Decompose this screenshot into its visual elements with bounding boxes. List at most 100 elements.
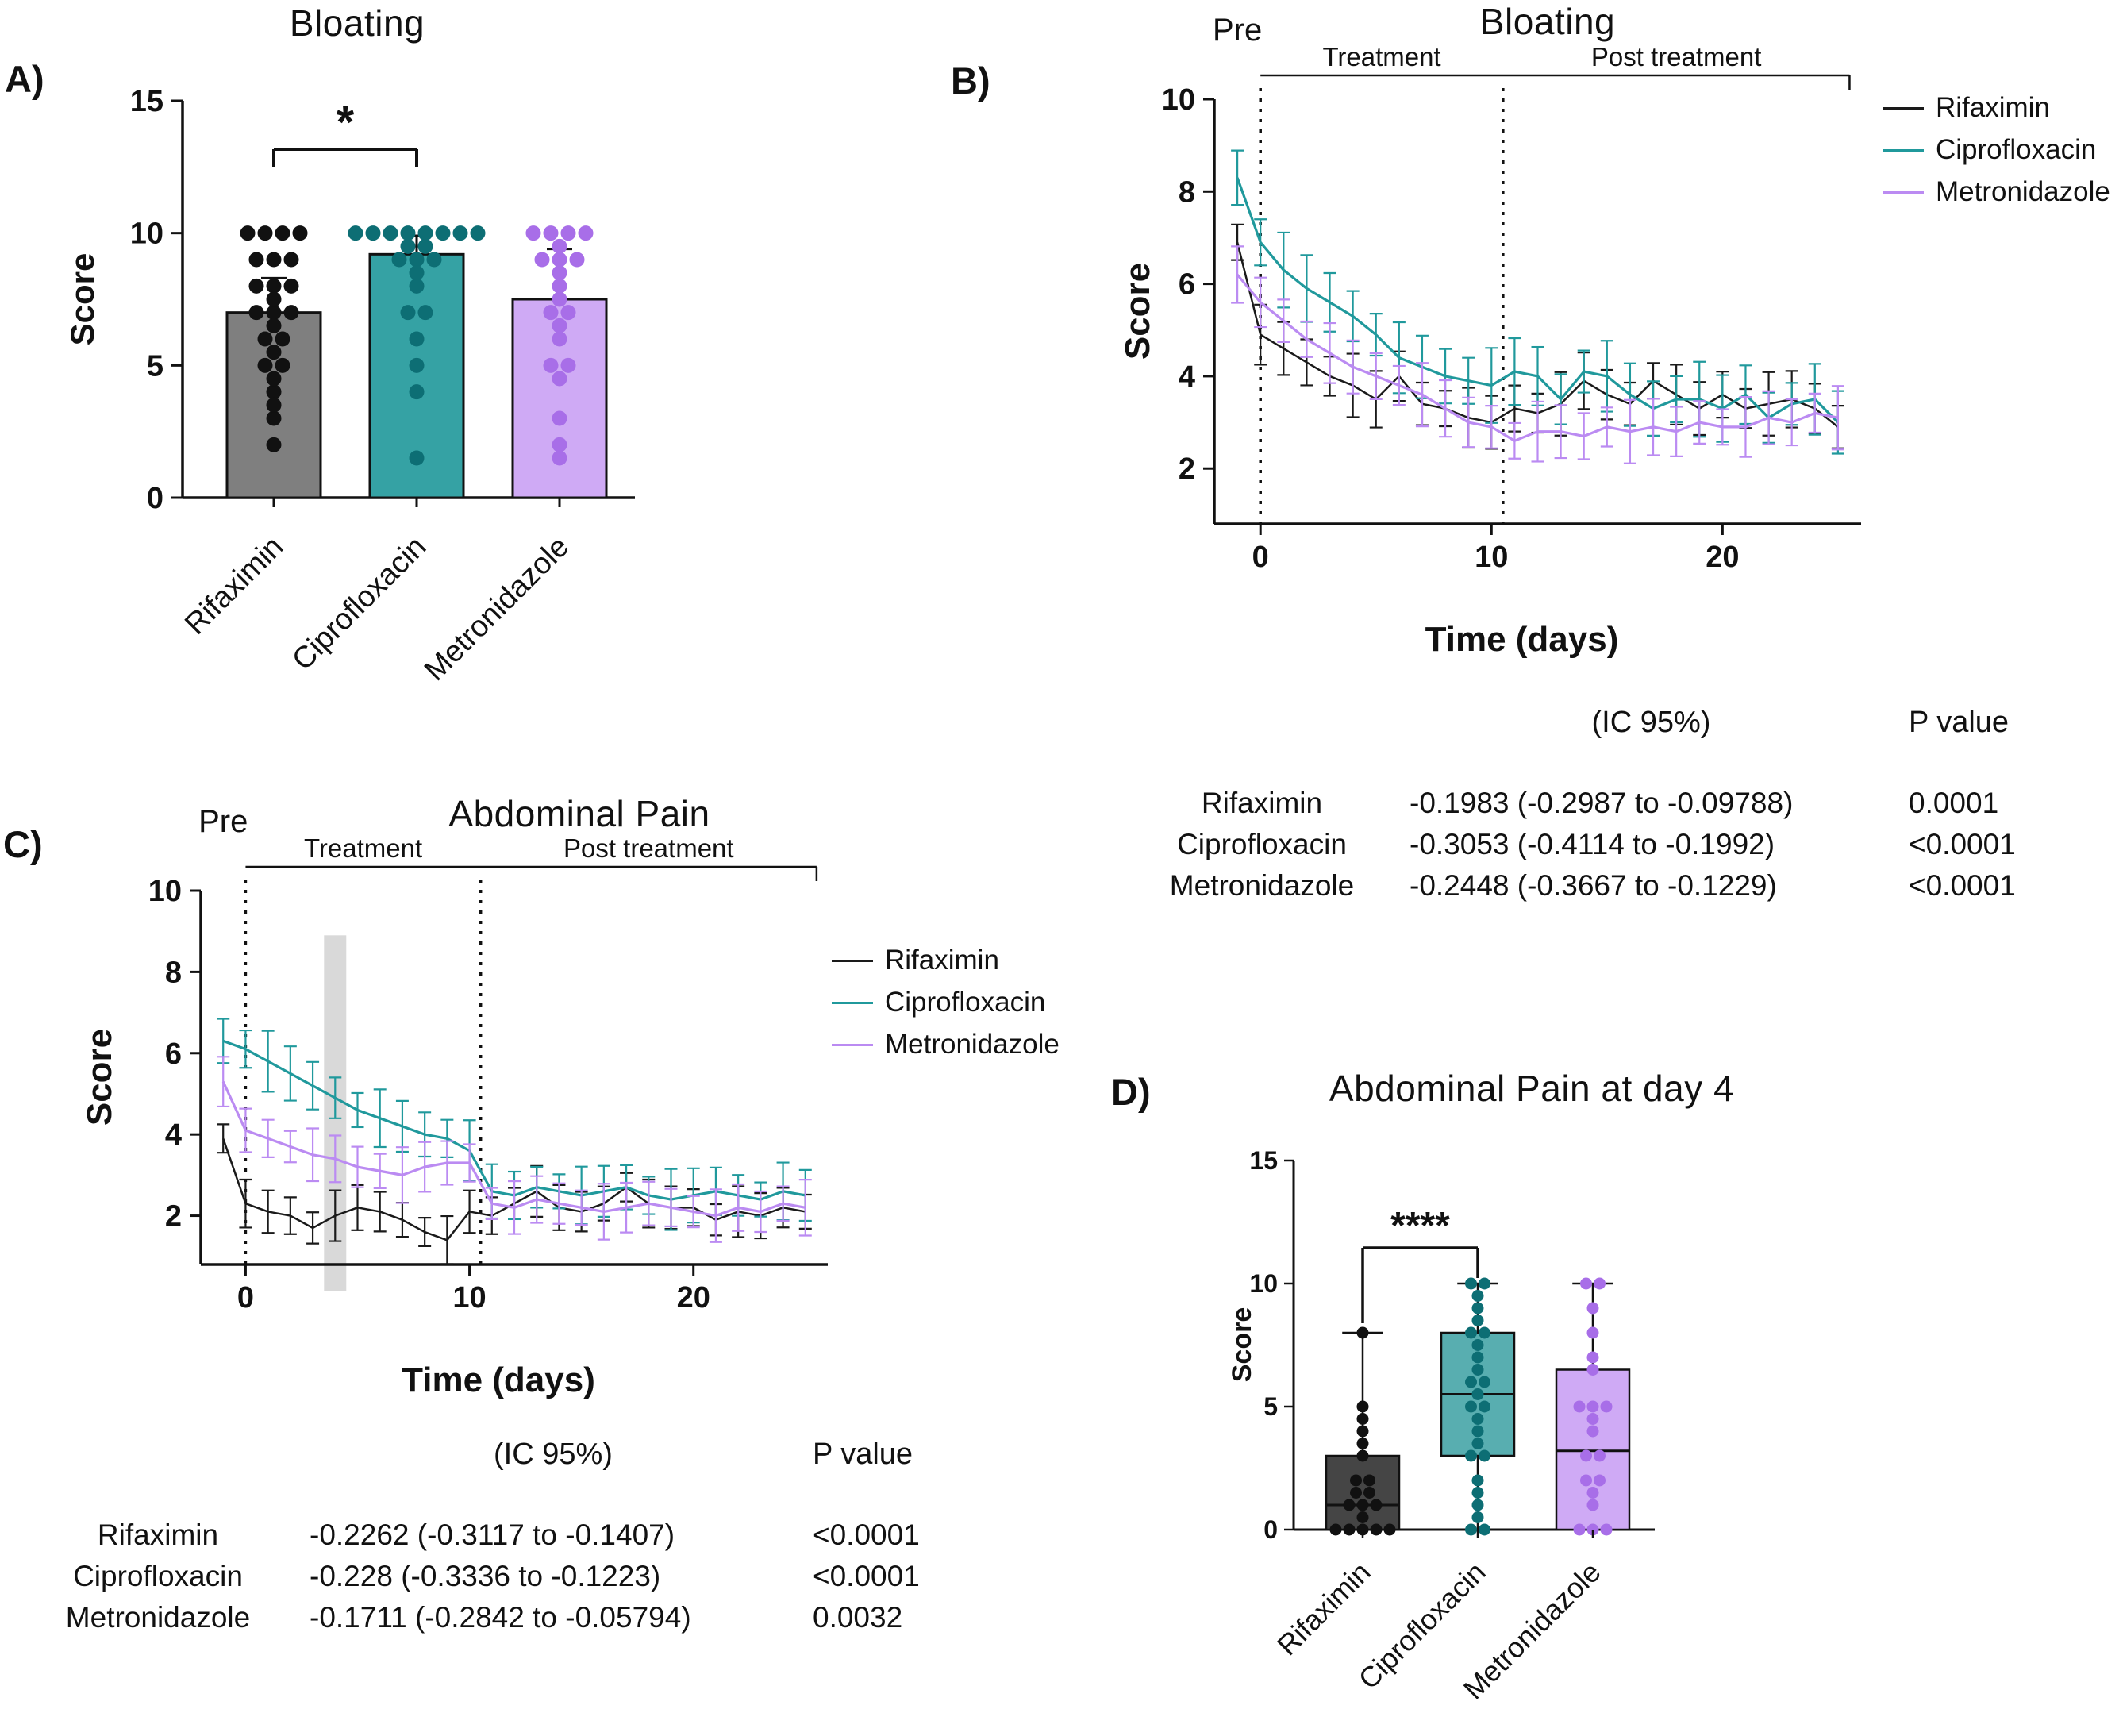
svg-text:15: 15	[130, 85, 163, 118]
rifaximin-line-swatch	[832, 959, 873, 962]
drug-name: Rifaximin	[97, 1519, 219, 1551]
panel-b-plot: 2 4 6 8 10 0 10 20 Treatment Post treatment Pre Sco…	[1118, 13, 1861, 659]
svg-text:10: 10	[1475, 541, 1508, 574]
svg-text:0: 0	[1263, 1515, 1278, 1544]
table-header-spacer	[1143, 702, 1381, 743]
ic-value: -0.3053 (-0.4114 to -0.1992)	[1410, 828, 1775, 860]
p-value: 0.0032	[813, 1601, 903, 1634]
svg-text:Post treatment: Post treatment	[1591, 42, 1762, 71]
svg-text:****: ****	[1390, 1205, 1450, 1247]
svg-text:4: 4	[1179, 360, 1195, 394]
panel-c-label: C)	[3, 823, 43, 865]
ciprofloxacin-line-swatch	[1883, 148, 1924, 152]
drug-name: Ciprofloxacin	[73, 1560, 243, 1592]
svg-text:0: 0	[147, 482, 163, 515]
svg-text:Treatment: Treatment	[1322, 42, 1440, 71]
svg-text:Time (days): Time (days)	[1425, 620, 1619, 659]
p-value-header: P value	[813, 1438, 913, 1471]
p-value: <0.0001	[813, 1519, 920, 1551]
svg-text:Time (days): Time (days)	[402, 1361, 595, 1399]
legend-item-ciprofloxacin: Ciprofloxacin	[832, 987, 1060, 1018]
legend-label-ciprofloxacin: Ciprofloxacin	[885, 987, 1046, 1018]
legend-item-rifaximin: Rifaximin	[832, 945, 1060, 976]
panel-b-legend: Rifaximin Ciprofloxacin Metronidazole	[1883, 92, 2110, 208]
svg-text:Rifaximin: Rifaximin	[179, 530, 290, 641]
rifaximin-line-swatch	[1883, 106, 1924, 110]
ic-value: -0.1983 (-0.2987 to -0.09788)	[1410, 787, 1794, 819]
legend-label-ciprofloxacin: Ciprofloxacin	[1936, 134, 2097, 165]
table-row: Rifaximin -0.2262 (-0.3117 to -0.1407) <…	[35, 1515, 987, 1556]
drug-name: Rifaximin	[1201, 787, 1323, 819]
svg-text:Treatment: Treatment	[304, 833, 422, 863]
panel-c-stats-table: (IC 95%) P value Rifaximin -0.2262 (-0.3…	[35, 1434, 987, 1638]
p-value: <0.0001	[1909, 869, 2016, 902]
ic-value: -0.1711 (-0.2842 to -0.05794)	[310, 1601, 691, 1634]
drug-name: Ciprofloxacin	[1177, 828, 1347, 860]
table-row: Ciprofloxacin -0.3053 (-0.4114 to -0.199…	[1143, 824, 2083, 865]
legend-label-metronidazole: Metronidazole	[1936, 176, 2110, 207]
svg-text:10: 10	[148, 875, 182, 908]
panel-a-title: Bloating	[289, 2, 425, 44]
panel-a-plot: 0 5 10 15 RifaximinCiprofloxacinMetronidazol…	[63, 85, 635, 687]
panel-d-label: D)	[1111, 1071, 1151, 1113]
svg-text:6: 6	[165, 1037, 182, 1071]
panel-d-title: Abdominal Pain at day 4	[1329, 1068, 1735, 1109]
metronidazole-line-swatch	[1883, 191, 1924, 194]
svg-text:Metronidazole: Metronidazole	[418, 530, 575, 687]
panel-d-plot: 051015RifaximinCiprofloxacinMetronidazol…	[1227, 1146, 1655, 1706]
svg-text:Pre: Pre	[1213, 13, 1262, 48]
svg-text:5: 5	[1263, 1392, 1278, 1421]
panel-b-label: B)	[951, 60, 990, 102]
svg-text:10: 10	[130, 217, 163, 251]
ciprofloxacin-line-swatch	[832, 1001, 873, 1004]
svg-text:15: 15	[1249, 1146, 1278, 1175]
svg-text:8: 8	[1179, 175, 1195, 209]
svg-text:10: 10	[1249, 1269, 1278, 1298]
drug-name: Metronidazole	[65, 1601, 251, 1634]
svg-text:Ciprofloxacin: Ciprofloxacin	[286, 530, 433, 677]
ic-value: -0.2262 (-0.3117 to -0.1407)	[310, 1519, 675, 1551]
p-value: <0.0001	[813, 1560, 920, 1592]
table-header-spacer	[35, 1434, 281, 1475]
svg-text:Post treatment: Post treatment	[563, 833, 734, 863]
ic-95-header: (IC 95%)	[1591, 706, 1711, 739]
svg-text:8: 8	[165, 956, 182, 989]
panel-a-label: A)	[5, 58, 44, 100]
table-row: Metronidazole -0.2448 (-0.3667 to -0.122…	[1143, 865, 2083, 906]
svg-text:Pre: Pre	[198, 804, 248, 839]
metronidazole-line-swatch	[832, 1043, 873, 1046]
svg-text:4: 4	[165, 1118, 182, 1152]
legend-label-metronidazole: Metronidazole	[885, 1029, 1060, 1060]
legend-item-rifaximin: Rifaximin	[1883, 92, 2110, 124]
svg-text:20: 20	[677, 1281, 710, 1315]
p-value: 0.0001	[1909, 787, 1999, 819]
drug-name: Metronidazole	[1169, 869, 1355, 902]
legend-label-rifaximin: Rifaximin	[1936, 92, 2050, 123]
panel-c-plot: 2 4 6 8 10 0 10 20 Treatment Post treatment Pre Sco…	[80, 804, 828, 1399]
svg-text:6: 6	[1179, 268, 1195, 302]
svg-text:Rifaximin: Rifaximin	[1271, 1556, 1377, 1662]
svg-text:Score: Score	[63, 253, 101, 346]
table-header-row: (IC 95%) P value	[1143, 702, 2083, 743]
ic-value: -0.228 (-0.3336 to -0.1223)	[310, 1560, 661, 1592]
table-row: Ciprofloxacin -0.228 (-0.3336 to -0.1223…	[35, 1556, 987, 1597]
legend-item-ciprofloxacin: Ciprofloxacin	[1883, 134, 2110, 166]
svg-text:0: 0	[1252, 541, 1269, 574]
svg-text:Score: Score	[1118, 263, 1157, 360]
panel-b-title: Bloating	[1479, 1, 1616, 42]
legend-item-metronidazole: Metronidazole	[1883, 176, 2110, 208]
svg-text:*: *	[337, 97, 355, 148]
ic-95-header: (IC 95%)	[494, 1438, 613, 1471]
svg-text:Score: Score	[1227, 1307, 1257, 1383]
svg-text:20: 20	[1706, 541, 1739, 574]
table-header-row: (IC 95%) P value	[35, 1434, 987, 1475]
svg-text:5: 5	[147, 349, 163, 383]
panel-b-stats-table: (IC 95%) P value Rifaximin -0.1983 (-0.2…	[1143, 702, 2083, 906]
legend-label-rifaximin: Rifaximin	[885, 945, 999, 976]
table-row: Rifaximin -0.1983 (-0.2987 to -0.09788) …	[1143, 783, 2083, 824]
legend-item-metronidazole: Metronidazole	[832, 1029, 1060, 1060]
p-value: <0.0001	[1909, 828, 2016, 860]
svg-text:2: 2	[1179, 452, 1195, 486]
